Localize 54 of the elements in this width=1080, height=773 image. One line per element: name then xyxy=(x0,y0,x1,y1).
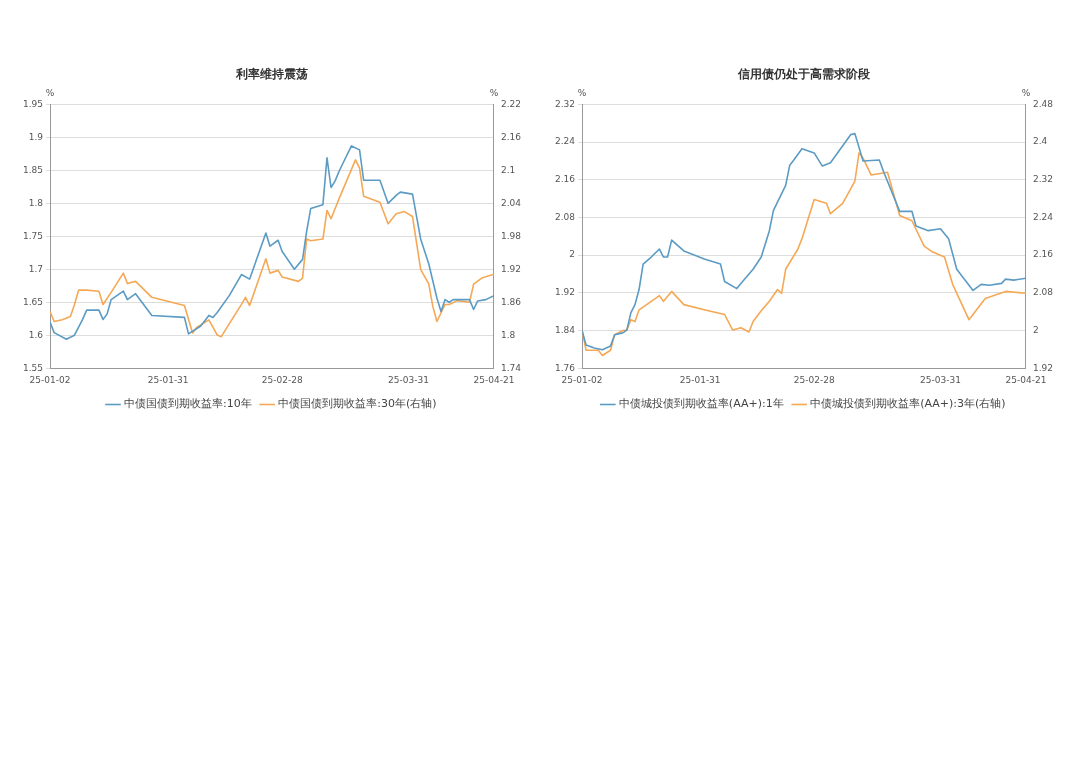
y-tick-label: 1.65 xyxy=(22,296,44,307)
y-axis-title: % xyxy=(45,88,55,99)
chart-title: 信用债仍处于高需求阶段 xyxy=(737,67,871,82)
y2-tick-label: 1.92 xyxy=(500,263,522,274)
y2-tick-label: 1.98 xyxy=(500,230,522,241)
legend-label: 中债城投债到期收益率(AA+):1年 xyxy=(618,397,784,411)
x-tick-label: 25-02-28 xyxy=(793,374,835,385)
x-tick-label: 25-04-21 xyxy=(1005,374,1047,385)
y2-tick-label: 1.74 xyxy=(500,362,522,373)
y-tick-label: 2.32 xyxy=(554,98,576,109)
y2-axis-title: % xyxy=(489,88,499,99)
chart-title: 利率维持震荡 xyxy=(235,67,308,82)
y2-tick-label: 1.86 xyxy=(500,296,522,307)
x-tick-label: 25-02-28 xyxy=(261,374,303,385)
y2-tick-label: 2.04 xyxy=(500,197,522,208)
x-tick-label: 25-01-31 xyxy=(679,374,721,385)
y-tick-label: 1.55 xyxy=(22,362,44,373)
y-tick-label: 1.85 xyxy=(22,164,44,175)
y-axis-title: % xyxy=(577,88,587,99)
y2-tick-label: 2.22 xyxy=(500,98,522,109)
y-tick-label: 1.75 xyxy=(22,230,44,241)
y2-tick-label: 2.16 xyxy=(500,131,522,142)
x-tick-label: 25-01-02 xyxy=(29,374,71,385)
y-tick-label: 1.8 xyxy=(28,197,44,208)
y2-tick-label: 2.16 xyxy=(1032,249,1054,260)
x-tick-label: 25-01-02 xyxy=(561,374,603,385)
y2-tick-label: 2 xyxy=(1032,324,1039,335)
y2-tick-label: 2.24 xyxy=(1032,211,1054,222)
y2-tick-label: 2.4 xyxy=(1032,136,1048,147)
y2-tick-label: 2.08 xyxy=(1032,287,1054,298)
x-tick-label: 25-04-21 xyxy=(473,374,515,385)
y-tick-label: 1.76 xyxy=(554,362,576,373)
y2-tick-label: 2.1 xyxy=(500,164,516,175)
x-tick-label: 25-03-31 xyxy=(920,374,961,385)
y2-tick-label: 2.32 xyxy=(1032,174,1054,185)
y-tick-label: 1.7 xyxy=(28,263,44,274)
legend-label: 中债城投债到期收益率(AA+):3年(右轴) xyxy=(810,397,1006,411)
y2-tick-label: 1.92 xyxy=(1032,362,1054,373)
y-tick-label: 1.84 xyxy=(554,324,576,335)
y-tick-label: 1.9 xyxy=(28,131,44,142)
legend-label: 中债国债到期收益率:10年 xyxy=(124,397,252,411)
y-tick-label: 2.24 xyxy=(554,136,576,147)
legend-label: 中债国债到期收益率:30年(右轴) xyxy=(278,397,437,411)
x-tick-label: 25-03-31 xyxy=(388,374,429,385)
x-tick-label: 25-01-31 xyxy=(147,374,189,385)
y-tick-label: 2.16 xyxy=(554,174,576,185)
y-tick-label: 2 xyxy=(569,249,576,260)
y-tick-label: 1.95 xyxy=(22,98,44,109)
y-tick-label: 1.6 xyxy=(28,329,44,340)
y2-tick-label: 2.48 xyxy=(1032,98,1054,109)
y2-tick-label: 1.8 xyxy=(500,329,516,340)
y-tick-label: 2.08 xyxy=(554,211,576,222)
y-tick-label: 1.92 xyxy=(554,287,576,298)
y2-axis-title: % xyxy=(1021,88,1031,99)
